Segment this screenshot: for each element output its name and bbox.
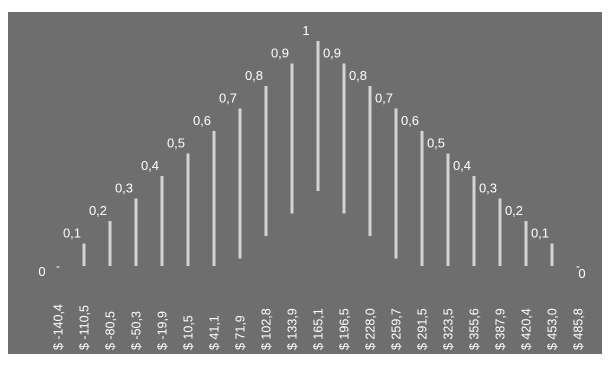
bar [368,86,372,236]
data-label: 1 [302,23,309,38]
data-label: 0 [578,266,585,281]
data-label: 0,7 [219,91,237,106]
data-label: 0,2 [505,203,523,218]
bar [420,131,424,266]
bar [56,266,60,268]
bar [342,63,346,214]
x-tick-label: $ 102,8 [260,308,274,350]
bar [472,176,476,266]
data-label: 0,7 [375,91,393,106]
bar [576,266,580,268]
data-label: 0,4 [141,158,159,173]
data-label: 0,9 [323,46,341,61]
bar [186,153,190,266]
chart-background [8,12,602,354]
bar [160,176,164,266]
x-tick-label: $ 71,9 [234,315,248,350]
bar [524,221,528,266]
x-tick-label: $ 355,6 [468,308,482,350]
bar [394,108,398,259]
x-tick-label: $ -80,5 [104,311,118,350]
x-tick-label: $ -140,4 [52,304,66,350]
bar [498,198,502,266]
bar [212,131,216,266]
x-tick-label: $ -19,9 [156,311,170,350]
data-label: 0,5 [167,136,185,151]
data-label: 0,3 [115,181,133,196]
data-label: 0,3 [479,181,497,196]
data-label: 0,1 [63,226,81,241]
x-tick-label: $ 259,7 [390,308,404,350]
data-label: 0,1 [531,226,549,241]
x-tick-label: $ 453,0 [546,308,560,350]
x-tick-label: $ 41,1 [208,315,222,350]
x-tick-label: $ 323,5 [442,308,456,350]
bar [550,243,554,266]
x-tick-label: $ -110,5 [78,305,92,350]
bar [264,86,268,236]
x-tick-label: $ 196,5 [338,308,352,350]
x-tick-label: $ 228,0 [364,308,378,350]
bar [290,63,294,214]
bar [134,198,138,266]
data-label: 0,6 [401,113,419,128]
x-tick-label: $ 10,5 [182,315,196,350]
x-tick-label: $ 133,9 [286,308,300,350]
data-label: 0,2 [89,203,107,218]
x-tick-label: $ 420,4 [520,308,534,350]
data-label: 0,8 [245,68,263,83]
x-tick-label: $ 387,9 [494,308,508,350]
x-tick-label: $ -50,3 [130,311,144,350]
data-label: 0,8 [349,68,367,83]
x-tick-label: $ 291,5 [416,308,430,350]
bar [446,153,450,266]
data-label: 0 [38,264,45,279]
x-tick-labels-group: $ -140,4 $ -110,5 $ -80,5 $ -50,3 $ -19,9 $ 1… [52,304,586,350]
bar [82,243,86,266]
bar [108,221,112,266]
data-label: 0,5 [427,136,445,151]
bars-group [56,41,580,268]
bar [238,108,242,259]
data-label: 0,6 [193,113,211,128]
x-tick-label: $ 165,1 [312,308,326,350]
bar [316,41,320,191]
data-label: 0,9 [271,46,289,61]
x-tick-label: $ 485,8 [572,308,586,350]
value-labels-group: 0 0,1 0,2 0,3 0,4 0,5 0,6 0,7 0,8 0,9 1 0,9 0,8 0,7 0,… [38,23,585,281]
data-label: 0,4 [453,158,471,173]
